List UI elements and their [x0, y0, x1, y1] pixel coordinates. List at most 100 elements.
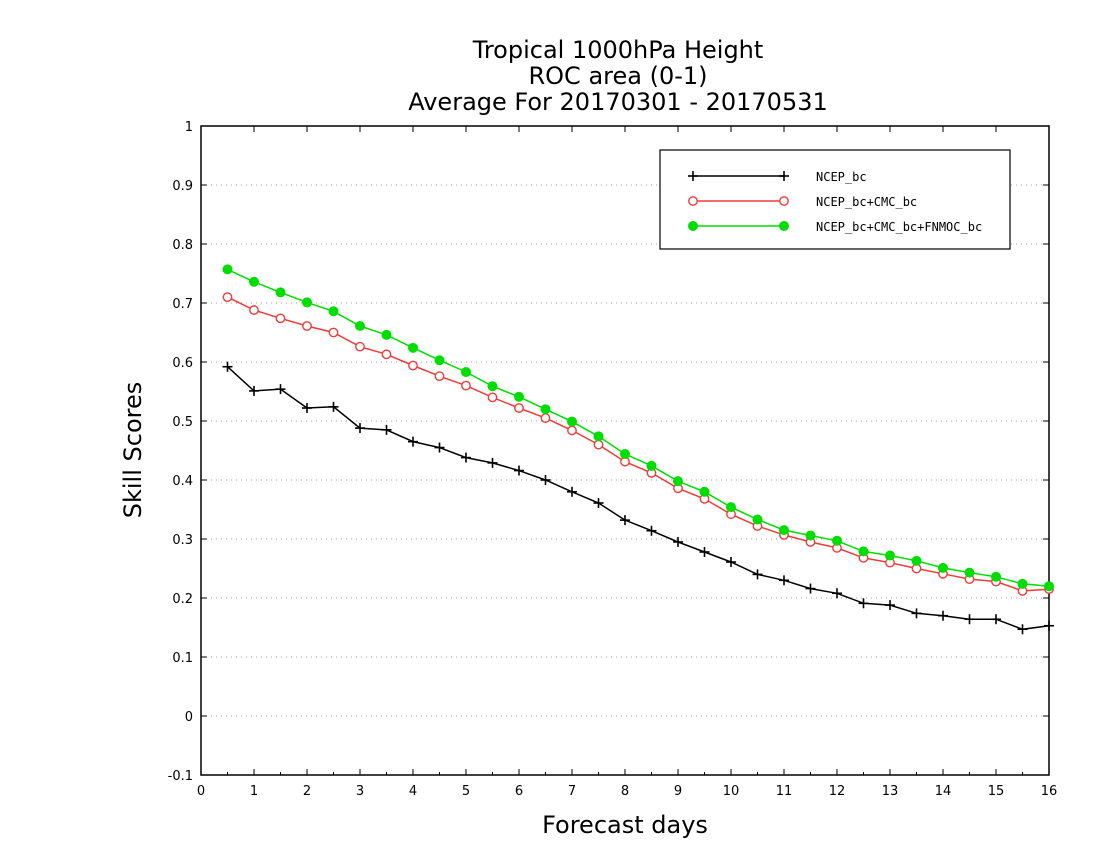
y-axis: -0.1 0 0.1 0.2 0.3 0.4 0.5 0.6 0.7 0.8 0.9 1: [168, 120, 1049, 784]
series-1-point-15: [620, 515, 630, 526]
legend-marker-right-2: [779, 196, 789, 206]
x-tick-label-10: 10: [723, 784, 740, 799]
series-1-point-26: [911, 608, 922, 619]
series-3-point-1: [249, 276, 259, 287]
series-2-point-2: [275, 313, 286, 324]
series-3-point-3: [302, 297, 312, 308]
series-2-line: [227, 296, 1050, 592]
series-1-point-17: [673, 536, 683, 547]
series-1: [222, 361, 1054, 635]
series-3-point-15: [620, 449, 630, 460]
x-tick-label-11: 11: [776, 784, 793, 799]
x-tick-label-4: 4: [409, 784, 417, 799]
series-1-point-16: [646, 525, 657, 536]
series-3-point-16: [646, 460, 657, 471]
series-3-point-27: [938, 562, 948, 573]
series-3-point-8: [434, 355, 445, 366]
series-3-point-28: [964, 567, 975, 578]
series-2-point-1: [249, 305, 259, 315]
series-1-point-19: [726, 557, 736, 568]
series-1-point-24: [858, 598, 869, 609]
series-1-point-4: [328, 401, 339, 412]
y-tick-label-10: 0.9: [172, 179, 193, 194]
series-3-point-23: [832, 535, 842, 546]
series-2-point-3: [302, 321, 312, 331]
series-1-point-28: [964, 614, 975, 625]
series-2-point-11: [514, 403, 524, 413]
series-1-point-2: [275, 384, 286, 395]
legend-box: [659, 149, 1011, 250]
series-2: [222, 292, 1054, 596]
x-tick-label-6: 6: [515, 784, 523, 799]
series-1-point-0: [222, 361, 233, 372]
legend-label-1: NCEP_bc: [816, 170, 867, 184]
series-2-point-13: [567, 425, 577, 436]
series-3-line: [227, 268, 1050, 587]
y-axis-title: Skill Scores: [119, 382, 147, 519]
series-1-point-3: [302, 403, 312, 414]
title-line-2: ROC area (0-1): [528, 62, 707, 90]
x-axis-title: Forecast days: [542, 811, 708, 839]
y-tick-label-5: 0.4: [172, 474, 193, 489]
y-tick-label-9: 0.8: [172, 238, 193, 253]
series-2-point-6: [381, 349, 392, 360]
series-3-point-24: [858, 546, 869, 557]
series-3-point-30: [1017, 578, 1028, 589]
series-3-point-18: [699, 486, 710, 497]
x-axis: 0 1 2 3 4 5 6 7 8 9 10 11 12 13 14 15 16: [197, 126, 1057, 799]
x-tick-label-5: 5: [462, 784, 470, 799]
series-1-point-21: [779, 575, 789, 586]
legend-label-2: NCEP_bc+CMC_bc: [816, 195, 917, 209]
legend: NCEP_bc NCEP_bc+CMC_bc NCEP_bc+CMC_bc+FNMO…: [659, 149, 1011, 250]
title-line-3: Average For 20170301 - 20170531: [408, 88, 828, 116]
series-1-point-22: [805, 583, 816, 594]
series-3-point-17: [673, 476, 683, 487]
x-tick-label-2: 2: [303, 784, 311, 799]
y-tick-label-0: -0.1: [168, 769, 193, 784]
chart-title: Tropical 1000hPa Height ROC area (0-1) A…: [408, 36, 828, 116]
series-area: [222, 264, 1054, 635]
series-1-point-13: [567, 486, 577, 497]
series-1-point-11: [514, 465, 524, 476]
legend-marker-left-3: [688, 221, 698, 231]
series-1-point-20: [752, 569, 763, 580]
series-3-point-7: [408, 342, 418, 353]
series-3-point-11: [514, 391, 524, 402]
series-1-point-14: [593, 498, 604, 509]
series-2-point-9: [461, 380, 471, 391]
x-tick-label-8: 8: [621, 784, 629, 799]
series-2-point-14: [593, 439, 604, 450]
series-3-point-13: [567, 416, 577, 427]
series-3-point-14: [593, 431, 604, 442]
series-1-point-29: [991, 614, 1001, 625]
title-line-1: Tropical 1000hPa Height: [472, 36, 764, 64]
series-3-point-22: [805, 530, 816, 541]
x-tick-label-3: 3: [356, 784, 364, 799]
series-3-point-10: [487, 381, 498, 392]
series-3-point-0: [222, 264, 233, 275]
x-tick-label-15: 15: [988, 784, 1005, 799]
y-tick-label-3: 0.2: [172, 592, 193, 607]
y-tick-label-4: 0.3: [172, 533, 193, 548]
series-1-point-5: [355, 423, 365, 434]
y-tick-label-11: 1: [185, 120, 193, 135]
x-tick-label-12: 12: [829, 784, 846, 799]
legend-marker-left-2: [688, 196, 698, 206]
series-1-point-12: [540, 475, 551, 485]
series-1-point-23: [832, 588, 842, 599]
series-3-point-26: [911, 555, 922, 566]
y-tick-label-2: 0.1: [172, 651, 193, 666]
series-3-point-21: [779, 525, 789, 536]
series-2-point-10: [487, 392, 498, 403]
series-1-point-9: [461, 452, 471, 463]
series-3-point-25: [885, 550, 895, 561]
series-2-point-4: [328, 327, 339, 338]
series-1-point-8: [434, 442, 445, 453]
series-3-point-9: [461, 367, 471, 378]
legend-marker-right-3: [779, 221, 789, 231]
series-1-line: [226, 366, 1050, 631]
series-3-point-4: [328, 306, 339, 317]
series-3-point-5: [355, 321, 365, 332]
series-1-point-10: [487, 457, 498, 468]
